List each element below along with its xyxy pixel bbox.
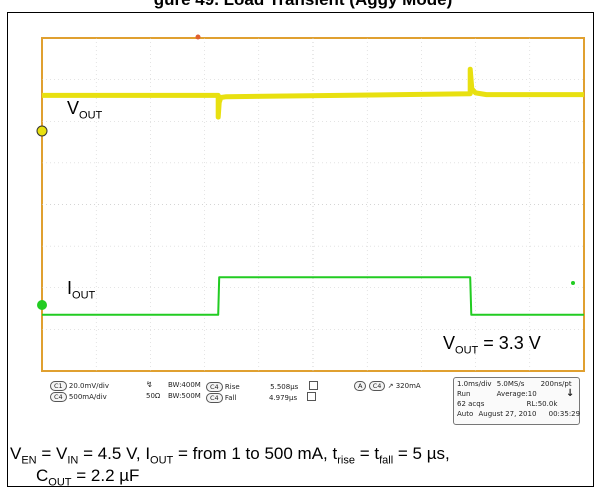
cap-trise-sub: rise <box>337 454 355 467</box>
trigger-setting: A C4 ↗ 320mA <box>354 381 421 391</box>
coupling-icon: ↯ <box>146 380 153 389</box>
run-state: Run <box>457 390 471 398</box>
caption-line-2: COUT = 2.2 µF <box>10 466 590 492</box>
cap-eq5: = 5 µs, <box>393 444 450 463</box>
cap-tfall-sub: fall <box>379 454 394 467</box>
down-arrow-icon: ↓ <box>566 388 575 399</box>
timebase: 1.0ms/div <box>457 380 492 388</box>
vout-value-rest: = 3.3 V <box>478 333 541 353</box>
ch1-setting: C1 20.0mV/div <box>50 381 109 391</box>
cap-eq4: = t <box>354 444 380 463</box>
ch1-badge: C1 <box>50 381 67 391</box>
cap-eq2: = 4.5 V, <box>78 444 146 463</box>
figure-caption: VEN = VIN = 4.5 V, IOUT = from 1 to 500 … <box>10 444 590 493</box>
capture-time: 00:35:29 <box>548 410 581 418</box>
ch1-scale: 20.0mV/div <box>68 382 110 390</box>
cap-eq3: = from 1 to 500 mA, <box>173 444 333 463</box>
caption-line-1: VEN = VIN = 4.5 V, IOUT = from 1 to 500 … <box>10 444 590 470</box>
vout-value-base: V <box>443 333 456 353</box>
ch4-badge: C4 <box>50 392 67 402</box>
cap-ven: V <box>10 444 22 463</box>
capture-date: August 27, 2010 <box>478 410 537 418</box>
rise-stat-icon <box>308 381 318 390</box>
bw2-setting: BW:500M <box>168 392 201 400</box>
cap-vin: V <box>56 444 68 463</box>
cap-cout: C <box>36 466 49 486</box>
fall-label: Fall <box>224 394 237 402</box>
fall-stat-icon <box>307 392 317 401</box>
ch4-ground-marker <box>37 300 47 310</box>
record-length: RL:50.0k <box>526 400 558 408</box>
trace-end-dot <box>571 281 575 285</box>
acq-row-3: 62 acqs RL:50.0k <box>457 400 557 409</box>
fall-measurement: C4 Fall 4.979µs <box>206 392 317 403</box>
cap-eq1: = <box>36 444 56 463</box>
samplerate: 5.0MS/s <box>496 380 525 388</box>
trigger-source-badge: C4 <box>368 381 386 391</box>
trigger-marker <box>195 34 201 40</box>
figure-title: gure 49. Load Transient (Aggy Mode) <box>0 0 606 10</box>
fall-badge: C4 <box>206 393 223 403</box>
acq-row-2: Run Average:10 <box>457 390 537 399</box>
cap-cout-sub: OUT <box>48 476 72 489</box>
cap-iout-sub: OUT <box>150 454 174 467</box>
ptrate: 200ns/pt <box>540 380 572 388</box>
vout-value-sub: OUT <box>455 344 479 357</box>
vout-value-annotation: VOUT = 3.3 V <box>443 333 541 357</box>
cap-vin-sub: IN <box>67 454 79 467</box>
rise-badge: C4 <box>206 382 223 392</box>
iout-trace <box>42 276 584 316</box>
ch4-scale: 500mA/div <box>68 393 107 401</box>
bw1-setting: BW:400M <box>168 381 201 389</box>
vout-label-base: V <box>67 98 80 118</box>
vout-label-sub: OUT <box>79 109 103 122</box>
ohm-setting: 50Ω <box>146 392 161 400</box>
iout-label-base: I <box>67 278 73 298</box>
vout-trace <box>42 66 584 120</box>
fall-value: 4.979µs <box>268 394 298 402</box>
trigger-a-badge: A <box>354 381 367 391</box>
cap-ven-sub: EN <box>21 454 37 467</box>
cap-cout-eq: = 2.2 µF <box>71 466 140 486</box>
ch1-ground-marker <box>36 125 48 137</box>
rise-value: 5.508µs <box>270 383 299 391</box>
cap-t: t <box>332 444 338 463</box>
trigger-level: 320mA <box>395 382 421 390</box>
rise-measurement: C4 Rise 5.508µs <box>206 381 318 392</box>
vout-trace-label: VOUT <box>67 98 102 122</box>
acq-count: 62 acqs <box>457 400 485 408</box>
average-count: Average:10 <box>496 390 537 398</box>
trigger-mode: Auto <box>457 410 474 418</box>
iout-trace-label: IOUT <box>67 278 95 302</box>
ch4-setting: C4 500mA/div <box>50 392 107 402</box>
cap-iout: I <box>145 444 151 463</box>
acquisition-box <box>453 377 580 425</box>
acq-row-4: Auto August 27, 2010 00:35:29 <box>457 410 580 419</box>
rise-label: Rise <box>224 383 240 391</box>
iout-label-sub: OUT <box>72 289 96 302</box>
rising-edge-icon: ↗ <box>387 382 394 390</box>
acq-row-1: 1.0ms/div 5.0MS/s 200ns/pt <box>457 380 572 389</box>
